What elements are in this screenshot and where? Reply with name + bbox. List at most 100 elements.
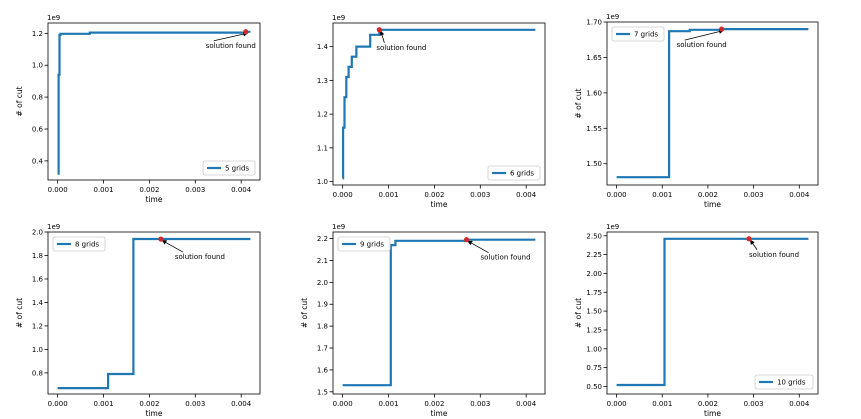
annotation-arrow <box>379 30 385 43</box>
series-line <box>616 28 809 179</box>
legend-box <box>202 160 256 176</box>
y-tick-label: 0.50 <box>586 383 602 391</box>
legend-label: 8 grids <box>75 241 99 249</box>
axes-frame <box>332 22 546 186</box>
x-tick-label: 0.003 <box>185 186 205 194</box>
annotation-text: solution found <box>749 251 799 259</box>
x-tick-label: 0.003 <box>744 191 764 199</box>
legend-label: 6 grids <box>510 170 534 178</box>
legend-box <box>487 165 541 181</box>
y-tick-label: 1.8 <box>317 323 328 331</box>
x-tick-label: 0.001 <box>652 400 672 408</box>
axis-exponent-label: 1e9 <box>47 14 60 22</box>
x-tick-label: 0.004 <box>231 186 252 194</box>
axis-exponent-label: 1e9 <box>606 223 619 231</box>
axis-exponent-label: 1e9 <box>47 223 60 231</box>
y-tick-label: 1.50 <box>586 160 602 168</box>
x-tick-label: 0.003 <box>744 400 764 408</box>
legend: 5 grids <box>202 160 256 176</box>
solution-marker <box>463 237 470 243</box>
legend-label: 10 grids <box>777 379 806 387</box>
x-tick-label: 0.002 <box>424 400 444 408</box>
solution-marker <box>376 27 382 33</box>
y-tick-label: 2.2 <box>317 235 328 243</box>
y-tick-label: 1.65 <box>586 54 602 62</box>
x-tick-label: 0.004 <box>231 400 252 408</box>
y-tick-label: 2.50 <box>586 232 602 240</box>
x-axis-label: time <box>704 409 721 418</box>
annotation-arrow <box>213 31 249 42</box>
y-axis-label: # of cut <box>15 298 24 328</box>
x-axis-label: time <box>431 200 448 209</box>
y-tick-label: 1.4 <box>317 43 329 51</box>
y-tick-label: 1.5 <box>317 388 328 396</box>
y-axis-label: # of cut <box>300 298 309 328</box>
solution-marker <box>746 236 752 242</box>
annotation-text: solution found <box>481 254 531 262</box>
y-tick-label: 0.6 <box>32 125 44 133</box>
y-tick-label: 1.6 <box>32 275 44 283</box>
x-tick-label: 0.004 <box>516 191 537 199</box>
axes-frame <box>332 231 546 395</box>
annotation-text: solution found <box>376 44 426 52</box>
annotation-arrow <box>467 240 489 254</box>
x-tick-label: 0.003 <box>470 191 490 199</box>
y-tick-label: 1.3 <box>317 77 328 85</box>
y-tick-label: 1.75 <box>586 289 602 297</box>
series-line <box>57 237 251 390</box>
x-axis-label: time <box>704 200 721 209</box>
x-tick-label: 0.001 <box>379 191 399 199</box>
y-axis-label: # of cut <box>15 86 24 116</box>
annotation-text: solution found <box>677 41 727 49</box>
annotation-text: solution found <box>206 42 256 50</box>
x-tick-label: 0.000 <box>48 400 68 408</box>
y-tick-label: 1.0 <box>317 178 328 186</box>
y-tick-label: 1.55 <box>586 125 602 133</box>
y-tick-label: 1.50 <box>586 308 602 316</box>
x-tick-label: 0.001 <box>94 400 114 408</box>
legend-box <box>611 26 665 42</box>
x-tick-label: 0.004 <box>516 400 537 408</box>
y-tick-label: 1.0 <box>32 62 43 70</box>
y-tick-label: 1.2 <box>317 111 328 119</box>
x-axis-label: time <box>146 409 163 418</box>
x-tick-label: 0.004 <box>789 191 810 199</box>
chart-panel-3: 0.000 0.001 0.002 0.003 0.004 1.50 1.55 1.60 1.6… <box>574 13 819 209</box>
x-tick-label: 0.001 <box>379 400 399 408</box>
x-tick-label: 0.002 <box>698 191 718 199</box>
y-tick-label: 1.7 <box>317 345 328 353</box>
y-tick-label: 2.25 <box>586 251 602 259</box>
legend: 6 grids <box>487 165 541 181</box>
y-tick-label: 1.4 <box>32 299 44 307</box>
y-tick-label: 0.8 <box>32 369 43 377</box>
series-line <box>57 30 251 175</box>
y-tick-label: 1.00 <box>586 345 602 353</box>
x-axis-label: time <box>431 409 448 418</box>
legend: 9 grids <box>337 236 391 252</box>
x-tick-label: 0.002 <box>139 400 159 408</box>
legend: 10 grids <box>754 374 814 390</box>
legend-label: 9 grids <box>360 241 384 249</box>
legend-label: 7 grids <box>634 31 658 39</box>
y-tick-label: 2.0 <box>317 279 328 287</box>
y-axis-label: # of cut <box>574 88 583 118</box>
y-tick-label: 1.8 <box>32 252 43 260</box>
x-tick-label: 0.001 <box>652 191 672 199</box>
y-tick-label: 0.75 <box>586 364 602 372</box>
x-tick-label: 0.003 <box>185 400 205 408</box>
x-tick-label: 0.000 <box>333 191 353 199</box>
chart-panel-5: 0.000 0.001 0.002 0.003 0.004 1.5 1.6 1.7 1.8 1.9… <box>300 223 546 418</box>
y-axis-label: # of cut <box>574 298 583 328</box>
legend: 7 grids <box>611 26 665 42</box>
y-tick-label: 2.00 <box>586 270 602 278</box>
solution-marker <box>243 29 249 35</box>
annotation-text: solution found <box>175 253 225 261</box>
x-tick-label: 0.000 <box>48 186 68 194</box>
annotation-arrow <box>750 239 758 251</box>
y-tick-label: 2.0 <box>32 229 43 237</box>
legend-label: 5 grids <box>225 165 249 173</box>
x-tick-label: 0.000 <box>607 191 627 199</box>
x-tick-label: 0.004 <box>789 400 810 408</box>
axis-exponent-label: 1e9 <box>606 13 619 21</box>
